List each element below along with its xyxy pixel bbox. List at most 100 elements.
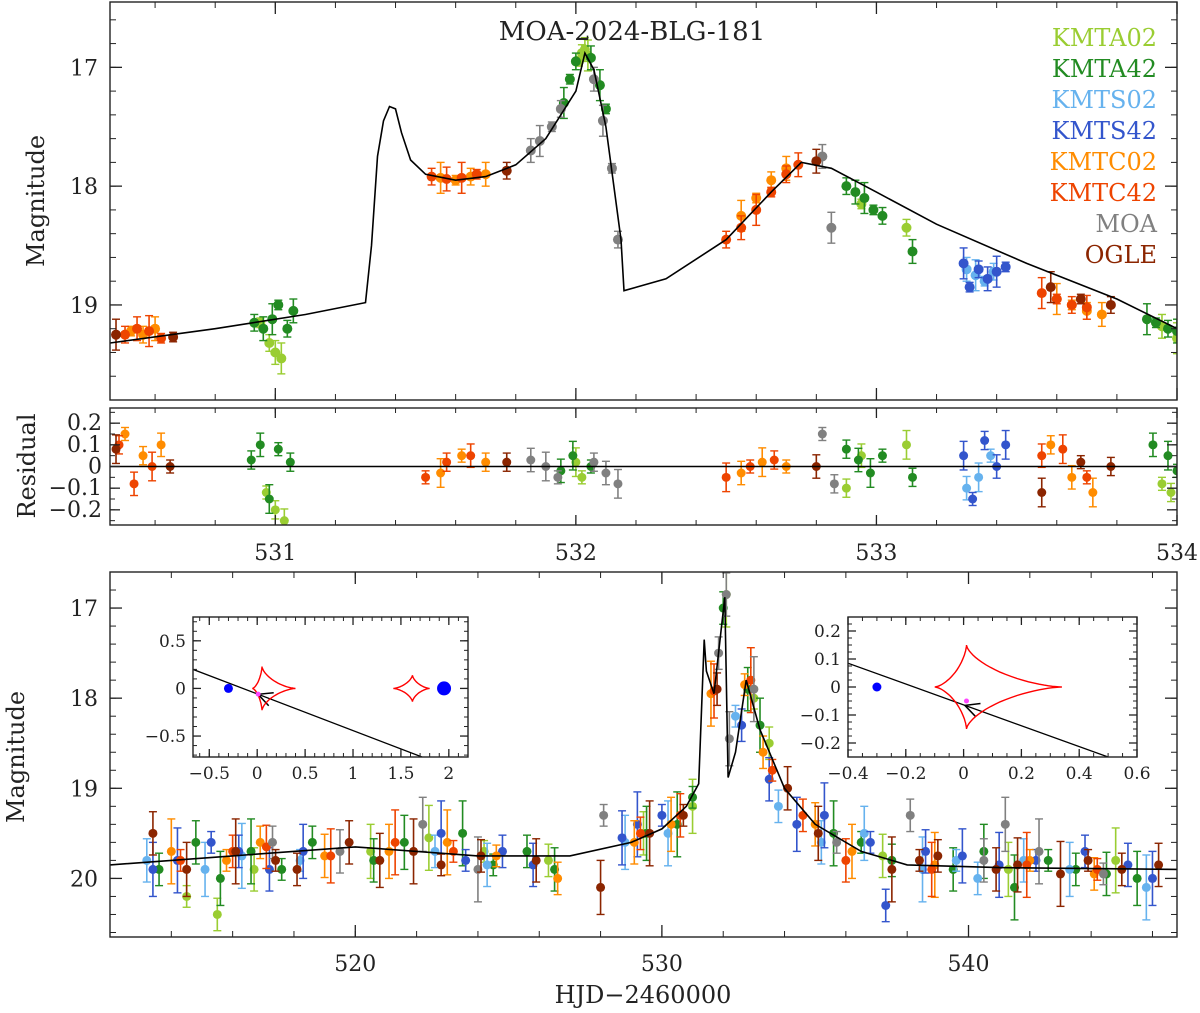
legend-entry: OGLE [1085, 241, 1157, 269]
data-point [258, 323, 269, 334]
data-point [601, 468, 611, 478]
y-axis-title: Magnitude [22, 135, 50, 267]
data-point [268, 837, 278, 847]
data-point [531, 855, 541, 865]
y-tick-label: 0.2 [67, 411, 102, 436]
data-point [1037, 451, 1047, 461]
y-tick-label: 0.5 [159, 632, 186, 652]
data-point [156, 333, 167, 344]
data-point [798, 810, 808, 820]
data-point [887, 864, 897, 874]
data-point [868, 204, 879, 215]
data-point [458, 828, 468, 838]
data-point [279, 516, 289, 525]
data-point [769, 455, 779, 465]
y-tick-label: −0.1 [800, 706, 841, 726]
x-tick-label: 533 [855, 541, 897, 566]
data-point [1058, 444, 1068, 454]
data-point [773, 801, 783, 811]
data-point [841, 181, 852, 192]
caustic [934, 645, 1062, 729]
data-point [249, 864, 259, 874]
x-tick-label: 0.5 [292, 764, 319, 784]
data-point [246, 455, 256, 465]
data-point [1154, 860, 1164, 870]
data-point [502, 457, 512, 467]
data-point [657, 810, 667, 820]
data-point [817, 429, 827, 439]
data-point [721, 590, 731, 600]
legend-entry: KMTC02 [1050, 148, 1157, 176]
series-moa [526, 426, 839, 499]
data-point [456, 172, 467, 183]
data-point [901, 222, 912, 233]
data-point [1148, 440, 1158, 450]
y-tick-label: 19 [70, 777, 98, 802]
series-moa [268, 572, 1108, 903]
data-point [859, 193, 870, 204]
data-point [819, 810, 829, 820]
lens-mass [437, 681, 452, 696]
x-tick-label: 0 [252, 764, 263, 784]
inset-left: −0.5 0 0.5 1 1.5 2 0.5 0 −0.5 [145, 616, 469, 784]
trajectory-arrow [963, 702, 981, 718]
data-point [921, 846, 931, 856]
data-point [905, 810, 915, 820]
top-panel: 171819MOA-2024-BLG-181MagnitudeKMTA02KMT… [22, 1, 1178, 401]
legend-entry: KMTA02 [1052, 24, 1157, 52]
data-point [613, 479, 623, 489]
data-point [1132, 873, 1142, 883]
x-tick-label: 530 [641, 952, 683, 977]
data-point [526, 455, 536, 465]
data-point [577, 472, 587, 482]
data-point [767, 765, 777, 775]
data-point [276, 353, 287, 364]
data-point [111, 329, 122, 340]
data-point [384, 846, 394, 856]
data-point [534, 136, 545, 147]
x-tick-label: −0.4 [827, 764, 868, 784]
data-point [856, 837, 866, 847]
data-point [1037, 488, 1047, 497]
data-point [375, 855, 385, 865]
data-point [285, 457, 295, 467]
x-tick-label: 0 [958, 764, 969, 784]
data-point [907, 246, 918, 257]
series-kmts02 [142, 704, 1151, 921]
data-point [148, 864, 158, 874]
y-tick-label: 17 [70, 56, 98, 81]
data-point [442, 457, 452, 467]
data-point [746, 675, 756, 685]
data-point [980, 436, 990, 445]
data-point [148, 828, 158, 838]
legend-entry: KMTS02 [1052, 86, 1158, 114]
data-point [288, 305, 299, 316]
data-point [461, 855, 471, 865]
data-point [959, 451, 969, 461]
data-point [841, 483, 851, 493]
data-point [277, 864, 287, 874]
data-point [766, 175, 777, 186]
data-point [436, 828, 446, 838]
data-point [986, 451, 996, 461]
data-point [736, 222, 747, 233]
y-tick-label: −0.5 [145, 727, 186, 747]
data-point [418, 819, 428, 829]
x-tick-label: −0.2 [885, 764, 926, 784]
data-point [399, 837, 409, 847]
data-point [1172, 466, 1177, 476]
data-point [877, 210, 888, 221]
data-point [120, 429, 130, 439]
data-point [811, 156, 822, 167]
data-point [426, 171, 437, 182]
chart-title: MOA-2024-BLG-181 [499, 17, 766, 47]
series-kmtc02 [120, 426, 1098, 508]
caustic [393, 675, 430, 702]
x-tick-label: 531 [254, 541, 296, 566]
y-tick-label: 19 [70, 294, 98, 319]
data-point [568, 451, 578, 461]
model-curve [110, 50, 1177, 344]
y-axis-title: Magnitude [2, 691, 30, 823]
data-point [1166, 488, 1176, 497]
